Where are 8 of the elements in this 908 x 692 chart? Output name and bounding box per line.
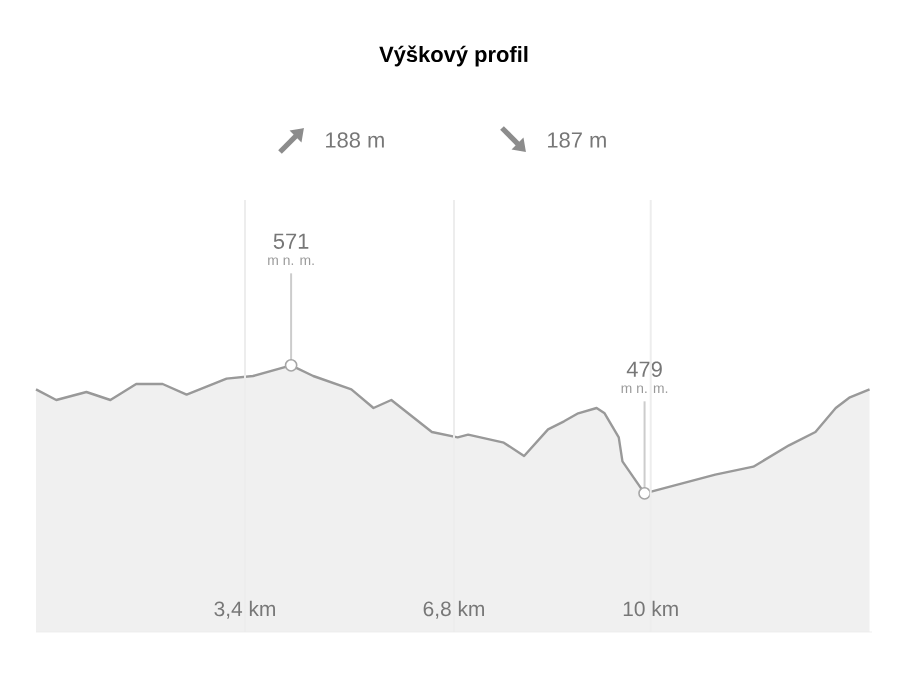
text: 188 m bbox=[326, 132, 384, 148]
text: 187 m bbox=[548, 132, 606, 148]
chart-title: Výškový profil bbox=[379, 45, 528, 67]
x-tick-label: 3,4 km bbox=[214, 600, 275, 619]
annotation: 479 bbox=[626, 361, 662, 377]
x-tick-label: 10 km bbox=[623, 600, 678, 617]
x-tick-label: 6,8 km bbox=[423, 600, 484, 619]
annotation: 571 bbox=[273, 233, 309, 249]
